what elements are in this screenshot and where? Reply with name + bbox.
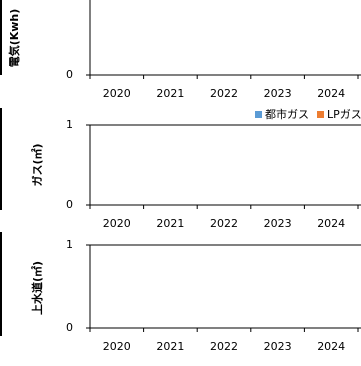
x-tick-label: 2022 [210, 217, 238, 230]
x-tick-label: 2020 [103, 217, 131, 230]
x-tick-label: 2021 [156, 217, 184, 230]
legend-swatch [317, 111, 324, 118]
y-axis-label: ガス(㎡) [30, 143, 44, 186]
x-tick-label: 2024 [317, 87, 345, 100]
y-tick-label: 0 [66, 198, 73, 211]
y-tick-label: 1 [66, 238, 73, 251]
legend-swatch [255, 111, 262, 118]
x-tick-label: 2021 [156, 340, 184, 353]
x-tick-label: 2023 [264, 217, 292, 230]
y-axis-label: 上水道(㎡) [30, 261, 44, 315]
legend-label: 都市ガス [265, 107, 309, 121]
legend-label: LPガス [327, 108, 361, 121]
x-tick-label: 2020 [103, 340, 131, 353]
x-tick-label: 2023 [264, 87, 292, 100]
x-tick-label: 2022 [210, 87, 238, 100]
x-tick-label: 2024 [317, 217, 345, 230]
x-tick-label: 2020 [103, 87, 131, 100]
y-tick-label: 1 [66, 118, 73, 131]
x-tick-label: 2023 [264, 340, 292, 353]
y-tick-label: 0 [66, 68, 73, 81]
y-axis-label: 電気(Kwh) [7, 9, 21, 68]
x-tick-label: 2024 [317, 340, 345, 353]
y-tick-label: 0 [66, 321, 73, 334]
x-tick-label: 2022 [210, 340, 238, 353]
x-tick-label: 2021 [156, 87, 184, 100]
